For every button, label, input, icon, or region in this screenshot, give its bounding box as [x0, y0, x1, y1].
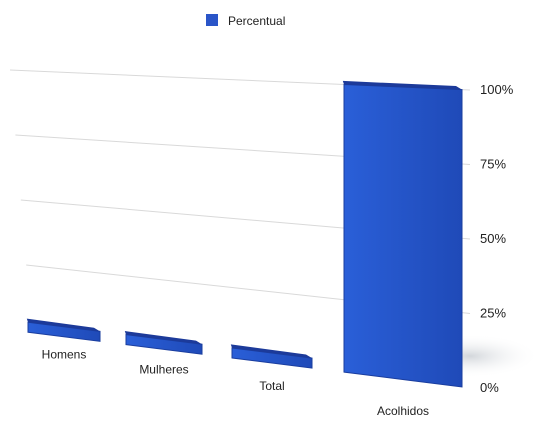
x-axis-labels: Homens Mulheres Total Acolhidos — [42, 347, 429, 418]
x-tick-label: Mulheres — [139, 363, 188, 377]
bar-top-total — [230, 344, 312, 359]
y-axis-ticks: 0% 25% 50% 75% 100% — [480, 82, 514, 395]
y-tick-label: 0% — [480, 380, 499, 395]
bars — [26, 80, 536, 388]
legend-label-percentual: Percentual — [228, 14, 285, 28]
legend: Percentual — [206, 14, 285, 28]
x-tick-label: Acolhidos — [377, 404, 429, 418]
y-tick-label: 75% — [480, 157, 506, 172]
x-tick-label: Total — [259, 379, 284, 393]
bar-top-homens — [26, 318, 100, 332]
bar-top-mulheres — [124, 331, 202, 345]
legend-swatch — [206, 14, 218, 26]
x-tick-label: Homens — [42, 347, 87, 361]
bar-acolhidos — [343, 83, 463, 388]
y-tick-label: 25% — [480, 306, 506, 321]
y-tick-label: 100% — [480, 82, 514, 97]
bar-top-acolhidos — [342, 80, 462, 90]
y-tick-label: 50% — [480, 231, 506, 246]
